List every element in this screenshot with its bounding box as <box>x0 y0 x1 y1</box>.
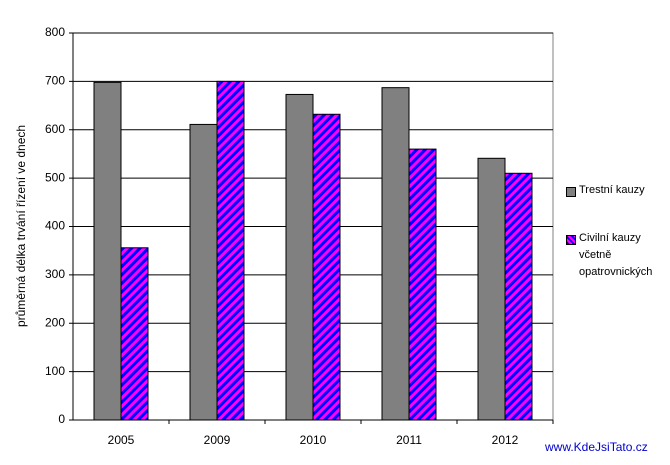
bar <box>504 172 533 421</box>
x-tick-label: 2011 <box>396 433 422 447</box>
x-tick-label: 2010 <box>300 433 327 447</box>
x-tick-label: 2009 <box>204 433 231 447</box>
x-tick-label: 2012 <box>492 433 519 447</box>
bar <box>381 87 410 421</box>
bar <box>408 148 437 421</box>
bar <box>285 93 314 421</box>
y-tick-label: 400 <box>45 219 65 233</box>
legend-swatch <box>566 235 576 245</box>
legend-label: Civilní kauzy včetně opatrovnických <box>579 232 653 278</box>
y-axis-label: průměrná délka trvání řízení ve dnech <box>14 125 28 327</box>
x-tick-label: 2005 <box>108 433 135 447</box>
legend-label: Trestní kauzy <box>579 184 645 196</box>
bar <box>216 80 245 421</box>
y-tick-label: 700 <box>45 74 65 88</box>
bar <box>93 81 122 421</box>
bar <box>477 157 506 421</box>
legend-swatch <box>566 187 576 197</box>
y-tick-label: 800 <box>45 25 65 39</box>
y-tick-label: 300 <box>45 267 65 281</box>
y-tick-label: 600 <box>45 122 65 136</box>
bar <box>189 123 218 421</box>
y-tick-label: 0 <box>58 412 65 426</box>
y-tick-label: 500 <box>45 170 65 184</box>
y-tick-label: 100 <box>45 364 65 378</box>
bar <box>312 113 341 421</box>
watermark: www.KdeJsiTato.cz <box>545 440 648 454</box>
bar <box>120 247 149 421</box>
y-tick-label: 200 <box>45 315 65 329</box>
